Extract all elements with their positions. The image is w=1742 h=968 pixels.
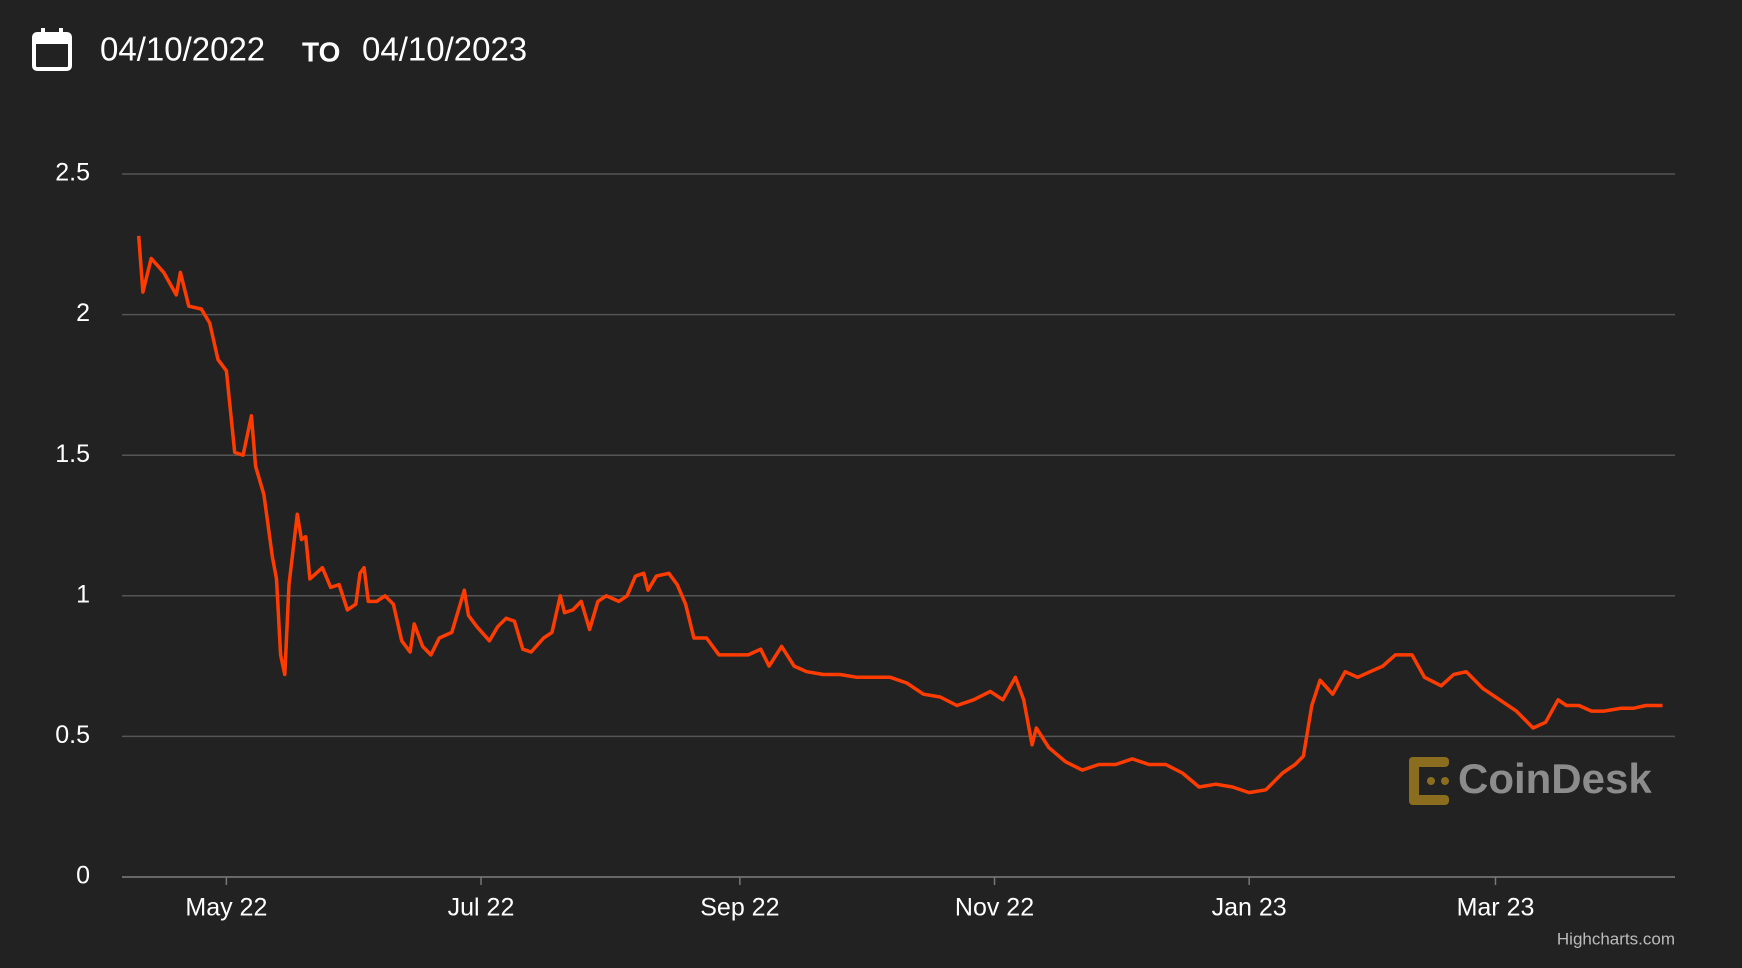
date-from[interactable]: 04/10/2022	[100, 31, 265, 68]
logo-part	[1441, 777, 1449, 785]
logo-part	[1409, 757, 1449, 767]
y-tick-label: 1	[76, 580, 90, 608]
y-tick-label: 1.5	[55, 440, 90, 468]
x-tick-label: Jan 23	[1212, 894, 1287, 922]
x-tick-label: Sep 22	[700, 894, 779, 922]
price-line	[136, 235, 1663, 795]
logo-part	[1409, 795, 1449, 805]
watermark: CoinDesk	[1458, 755, 1652, 802]
date-to[interactable]: 04/10/2023	[362, 31, 527, 68]
date-separator: TO	[302, 36, 340, 67]
y-tick-label: 2.5	[55, 159, 90, 187]
x-tick-label: May 22	[185, 894, 267, 922]
logo-part	[1409, 757, 1419, 805]
credits[interactable]: Highcharts.com	[1557, 929, 1675, 948]
calendar-icon[interactable]	[32, 28, 72, 71]
calendar-bar	[34, 34, 70, 44]
watermark-logo	[1409, 757, 1449, 805]
calendar-ring	[41, 28, 45, 37]
y-tick-label: 0	[76, 862, 90, 890]
y-tick-label: 0.5	[55, 721, 90, 749]
x-tick-label: Mar 23	[1457, 894, 1535, 922]
x-tick-label: Nov 22	[955, 894, 1034, 922]
logo-part	[1427, 777, 1435, 785]
y-tick-label: 2	[76, 299, 90, 327]
calendar-ring	[59, 28, 63, 37]
x-tick-label: Jul 22	[448, 894, 515, 922]
